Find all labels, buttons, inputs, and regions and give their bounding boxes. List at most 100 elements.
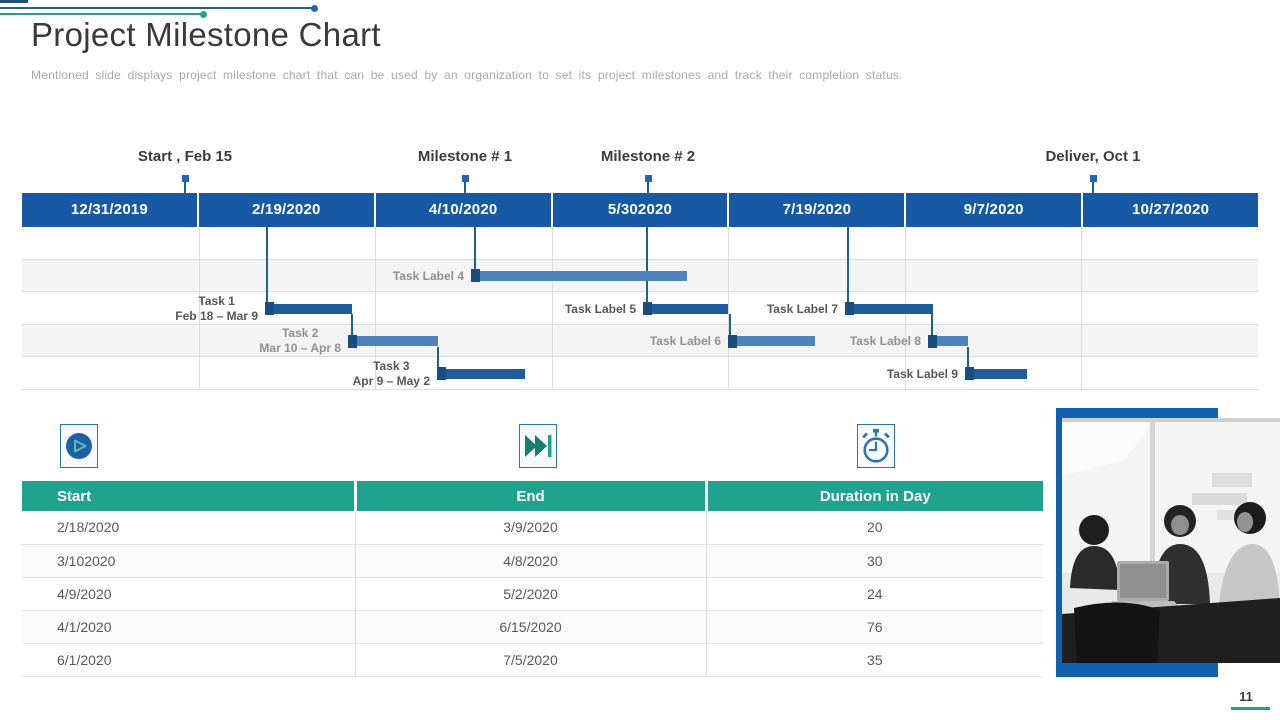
table-cell: 4/8/2020 xyxy=(354,544,706,578)
gantt-body: Task Label 4 Task 1 Feb 18 – Mar 9 Task La… xyxy=(22,227,1258,390)
task-bar xyxy=(937,336,968,347)
milestone-marker-icon xyxy=(1089,175,1097,182)
milestone-band: Start , Feb 15 Milestone # 1 Milestone # 2… xyxy=(22,143,1258,193)
table-row: 4/1/2020 6/15/2020 76 xyxy=(22,610,1043,644)
column-header-duration-in-day: Duration in Day xyxy=(704,481,1043,511)
connector-line xyxy=(847,227,849,304)
table-cell: 4/9/2020 xyxy=(22,577,355,611)
page-number: 11 xyxy=(1239,689,1253,704)
play-icon xyxy=(64,431,94,461)
date-header-cell: 5/302020 xyxy=(550,193,728,227)
top-accent-line-navy xyxy=(0,4,318,12)
top-accent-line-teal xyxy=(0,10,207,18)
gantt-date-header: 12/31/2019 2/19/2020 4/10/2020 5/302020 7/19… xyxy=(22,193,1259,227)
task-label: Task Label 4 xyxy=(392,268,464,283)
page-number-underline xyxy=(1231,707,1270,710)
task-label: Task Label 7 xyxy=(766,301,838,316)
gantt-gridline xyxy=(551,227,553,390)
schedule-table-header: Start End Duration in Day xyxy=(22,481,1043,511)
task-bar xyxy=(446,368,525,379)
table-cell: 35 xyxy=(705,643,1043,677)
milestone-label: Deliver, Oct 1 xyxy=(1045,148,1141,165)
task-marker-icon xyxy=(471,269,480,283)
page-title: Project Milestone Chart xyxy=(31,16,381,53)
skip-end-button[interactable] xyxy=(519,424,557,468)
connector-line xyxy=(266,227,268,304)
gantt-gridline xyxy=(728,227,730,390)
connector-line xyxy=(646,227,648,304)
date-header-cell: 12/31/2019 xyxy=(22,193,197,227)
page-subtitle: Mentioned slide displays project milesto… xyxy=(31,68,903,82)
task-bar xyxy=(854,303,933,314)
task-label: Task 1 Feb 18 – Mar 9 xyxy=(175,293,258,323)
schedule-table-body: 2/18/2020 3/9/2020 20 3/102020 4/8/2020 30 4/9… xyxy=(22,511,1043,677)
table-cell: 4/1/2020 xyxy=(22,610,355,644)
table-cell: 30 xyxy=(705,544,1043,578)
date-header-cell: 4/10/2020 xyxy=(373,193,551,227)
accent-dot-teal xyxy=(200,10,207,18)
connector-line xyxy=(474,227,476,271)
connector-line xyxy=(931,314,933,337)
milestone-stub-line xyxy=(184,182,186,193)
table-row: 2/18/2020 3/9/2020 20 xyxy=(22,511,1043,545)
table-cell: 6/1/2020 xyxy=(22,643,355,677)
task-label: Task Label 6 xyxy=(649,334,721,349)
top-corner-accent xyxy=(0,0,28,3)
milestone-label: Start , Feb 15 xyxy=(137,148,233,165)
gantt-row xyxy=(22,227,1258,260)
stopwatch-button[interactable] xyxy=(857,424,895,468)
table-cell: 3/102020 xyxy=(22,544,355,578)
skip-end-icon xyxy=(523,432,553,460)
table-cell: 76 xyxy=(705,610,1043,644)
gantt-gridline xyxy=(1081,227,1083,390)
gantt-row xyxy=(22,357,1258,390)
date-header-cell: 7/19/2020 xyxy=(727,193,905,227)
task-marker-icon xyxy=(965,367,974,381)
table-cell: 20 xyxy=(705,511,1043,545)
table-cell: 7/5/2020 xyxy=(354,643,706,677)
date-header-cell: 2/19/2020 xyxy=(196,193,374,227)
task-bar xyxy=(480,270,687,281)
connector-line xyxy=(729,314,731,337)
task-label: Task 3 Apr 9 – May 2 xyxy=(352,358,430,388)
table-cell: 6/15/2020 xyxy=(354,610,706,644)
table-row: 4/9/2020 5/2/2020 24 xyxy=(22,577,1043,611)
milestone-stub-line xyxy=(647,182,649,193)
connector-line xyxy=(967,347,969,369)
table-cell: 3/9/2020 xyxy=(354,511,706,545)
play-button[interactable] xyxy=(60,424,98,468)
column-header-start: Start xyxy=(22,481,355,511)
milestone-marker-icon xyxy=(461,175,469,182)
gantt-row xyxy=(22,292,1258,325)
task-marker-icon xyxy=(643,302,652,315)
gantt-row xyxy=(22,324,1258,358)
table-row: 3/102020 4/8/2020 30 xyxy=(22,544,1043,578)
milestone-chart: Start , Feb 15 Milestone # 1 Milestone # 2… xyxy=(22,143,1259,390)
task-bar xyxy=(737,336,815,347)
task-marker-icon xyxy=(845,302,854,315)
stopwatch-icon xyxy=(860,428,892,464)
table-cell: 2/18/2020 xyxy=(22,511,355,545)
meeting-photo xyxy=(1062,418,1280,663)
gantt-gridline xyxy=(375,227,377,390)
date-header-cell: 9/7/2020 xyxy=(904,193,1082,227)
task-label: Task Label 9 xyxy=(886,366,958,381)
task-bar xyxy=(974,368,1027,379)
schedule-table: Start End Duration in Day 2/18/2020 3/9/202… xyxy=(22,481,1043,677)
column-header-end: End xyxy=(353,481,706,511)
table-cell: 5/2/2020 xyxy=(354,577,706,611)
task-marker-icon xyxy=(928,334,937,348)
milestone-label: Milestone # 2 xyxy=(600,148,696,165)
table-cell: 24 xyxy=(705,577,1043,611)
milestone-stub-line xyxy=(464,182,466,193)
milestone-marker-icon xyxy=(181,175,189,182)
task-bar xyxy=(357,336,438,347)
table-row: 6/1/2020 7/5/2020 35 xyxy=(22,643,1043,677)
task-marker-icon xyxy=(437,367,446,381)
task-marker-icon xyxy=(348,334,357,348)
task-bar xyxy=(652,303,728,314)
task-bar xyxy=(274,303,352,314)
milestone-marker-icon xyxy=(644,175,652,182)
gantt-gridline xyxy=(198,227,200,390)
